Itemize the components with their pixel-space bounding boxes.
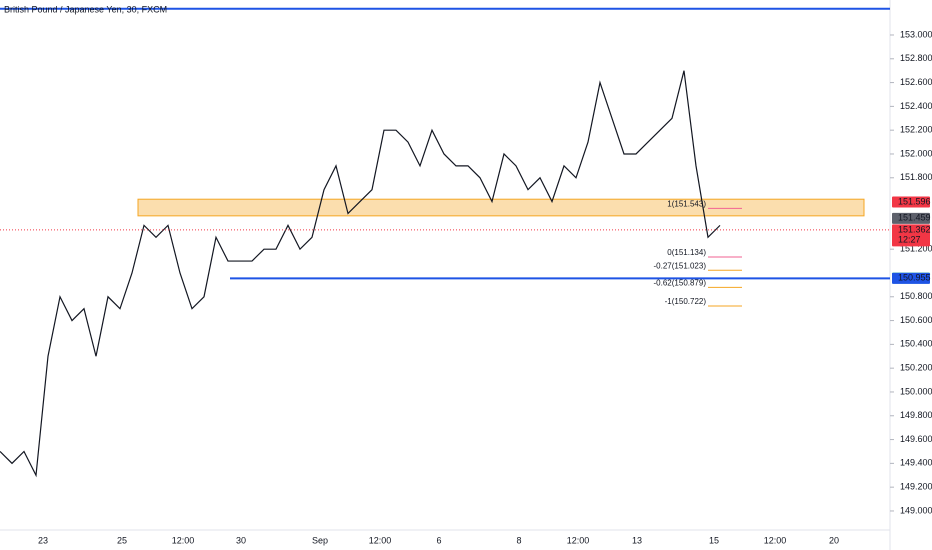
price-tag [892, 212, 930, 224]
y-tick-label: 153.000 [900, 29, 932, 39]
y-tick-label: 150.800 [900, 291, 932, 301]
price-tag [892, 272, 930, 284]
y-tick-label: 152.800 [900, 53, 932, 63]
x-tick-label: 12:00 [567, 535, 590, 545]
x-tick-label: 13 [632, 535, 642, 545]
x-tick-label: 23 [38, 535, 48, 545]
x-tick-label: 30 [236, 535, 246, 545]
price-tag [892, 196, 930, 208]
fib-label: 0(151.134) [667, 248, 706, 257]
chart-title: British Pound / Japanese Yen, 30, FXCM [4, 4, 167, 14]
y-tick-label: 151.800 [900, 172, 932, 182]
x-tick-label: 25 [117, 535, 127, 545]
fib-label: -1(150.722) [665, 297, 707, 306]
fib-label: 1(151.543) [667, 199, 706, 208]
y-tick-label: 152.600 [900, 77, 932, 87]
y-tick-label: 149.400 [900, 458, 932, 468]
countdown-label: 12:27 [898, 234, 921, 244]
supply-zone [137, 198, 865, 217]
y-tick-label: 150.600 [900, 315, 932, 325]
y-tick-label: 151.200 [900, 244, 932, 254]
price-tag-label: 151.459 [898, 213, 931, 223]
y-tick-label: 149.600 [900, 434, 932, 444]
x-tick-label: 15 [709, 535, 719, 545]
y-tick-label: 152.000 [900, 148, 932, 158]
x-tick-label: Sep [312, 535, 328, 545]
x-tick-label: 12:00 [764, 535, 787, 545]
price-tag-label: 151.596 [898, 196, 931, 206]
price-line [0, 70, 721, 478]
x-tick-label: 20 [829, 535, 839, 545]
y-tick-label: 150.000 [900, 386, 932, 396]
fib-label: -0.62(150.879) [654, 278, 707, 287]
y-tick-label: 152.400 [900, 101, 932, 111]
x-tick-label: 12:00 [369, 535, 392, 545]
y-tick-label: 150.200 [900, 363, 932, 373]
y-tick-label: 149.000 [900, 505, 932, 515]
x-tick-label: 12:00 [172, 535, 195, 545]
x-tick-label: 6 [436, 535, 441, 545]
price-tag-label: 151.362 [898, 224, 931, 234]
fib-label: -0.27(151.023) [654, 261, 707, 270]
y-tick-label: 152.200 [900, 125, 932, 135]
price-tag-label: 150.955 [898, 273, 931, 283]
y-tick-label: 149.800 [900, 410, 932, 420]
price-tag [892, 224, 930, 247]
y-tick-label: 149.200 [900, 482, 932, 492]
x-tick-label: 8 [516, 535, 521, 545]
y-tick-label: 150.400 [900, 339, 932, 349]
